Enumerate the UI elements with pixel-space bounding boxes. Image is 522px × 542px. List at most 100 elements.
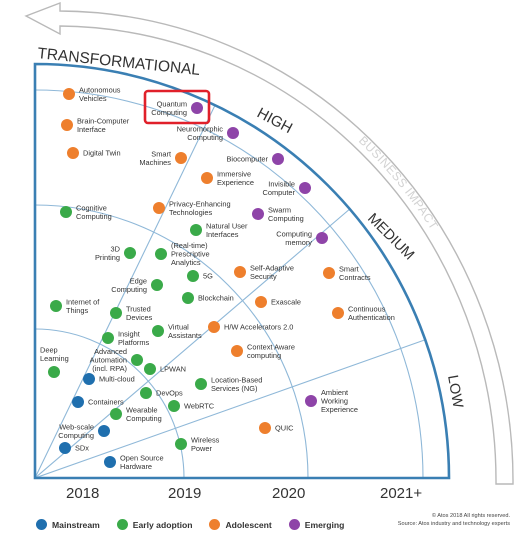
adolescent-dot-icon xyxy=(209,519,221,530)
tech-item-lpwan: LPWAN xyxy=(144,363,186,375)
legend-label: Emerging xyxy=(304,519,345,530)
early-adoption-dot xyxy=(155,248,167,260)
early-adoption-dot xyxy=(175,438,187,450)
tech-item-swarm-computing: Swarm Computing xyxy=(252,205,304,223)
early-adoption-dot xyxy=(152,325,164,337)
tech-item-ambient-working-experience: Ambient Working Experience xyxy=(305,388,358,414)
early-adoption-dot xyxy=(50,300,62,312)
tech-label: Smart Machines xyxy=(139,149,171,167)
grid-spoke xyxy=(35,67,234,478)
tech-label: Immersive Experience xyxy=(217,169,254,187)
tech-item-advanced-automation-incl-rpa: Advanced Automation (incl. RPA) xyxy=(90,347,143,373)
tech-label: Swarm Computing xyxy=(268,205,304,223)
tech-label: SDx xyxy=(75,444,89,453)
adolescent-dot xyxy=(153,202,165,214)
tech-label: Natural User Interfaces xyxy=(206,221,248,239)
tech-label: Virtual Assistants xyxy=(168,322,202,340)
tech-item-self-adaptive-security: Self-Adaptive Security xyxy=(234,263,294,281)
mainstream-dot xyxy=(72,396,84,408)
tech-item-cognitive-computing: Cognitive Computing xyxy=(60,203,112,221)
tech-label: Blockchain xyxy=(198,294,234,303)
legend-label: Adolescent xyxy=(225,519,272,530)
tech-label: WebRTC xyxy=(184,402,215,411)
early-adoption-dot xyxy=(131,354,143,366)
adolescent-dot xyxy=(231,345,243,357)
grid-spoke xyxy=(35,195,366,478)
early-adoption-dot xyxy=(151,279,163,291)
early-adoption-dot xyxy=(190,224,202,236)
tech-item-quic: QUIC xyxy=(259,422,294,434)
tech-item-context-aware-computing: Context Aware computing xyxy=(231,342,295,360)
adolescent-dot xyxy=(259,422,271,434)
tech-label: QUIC xyxy=(275,424,294,433)
tech-label: Multi-cloud xyxy=(99,375,135,384)
tech-item-exascale: Exascale xyxy=(255,296,301,308)
tech-item-location-based-services-ng: Location-Based Services (NG) xyxy=(195,375,262,393)
tech-item-blockchain: Blockchain xyxy=(182,292,234,304)
emerging-dot xyxy=(252,208,264,220)
tech-label: Digital Twin xyxy=(83,149,121,158)
emerging-dot xyxy=(305,395,317,407)
tech-item-internet-of-things: Internet of Things xyxy=(50,297,100,315)
adolescent-dot xyxy=(201,172,213,184)
tech-label: Ambient Working Experience xyxy=(321,388,358,414)
tech-label: Edge Computing xyxy=(111,276,147,294)
emerging-dot xyxy=(299,182,311,194)
tech-item-devops: DevOps xyxy=(140,387,183,399)
tech-item-wireless-power: Wireless Power xyxy=(175,435,220,453)
tech-label: Cognitive Computing xyxy=(76,203,112,221)
adolescent-dot xyxy=(67,147,79,159)
tech-item-open-source-hardware: Open Source Hardware xyxy=(104,453,164,471)
tech-label: Internet of Things xyxy=(66,297,100,315)
tech-item-webrtc: WebRTC xyxy=(168,400,215,412)
adolescent-dot xyxy=(61,119,73,131)
tech-label: Smart Contracts xyxy=(339,264,371,282)
adolescent-dot xyxy=(323,267,335,279)
emerging-dot-icon xyxy=(288,519,300,530)
tech-item-invisible-computer: Invisible Computer xyxy=(263,179,311,197)
adolescent-dot xyxy=(208,321,220,333)
year-label: 2019 xyxy=(168,485,201,502)
tech-label: Insight Platforms xyxy=(118,329,150,347)
tech-item-h-w-accelerators-2-0: H/W Accelerators 2.0 xyxy=(208,321,293,333)
tech-label: Invisible Computer xyxy=(263,179,296,197)
tech-label: Brain-Computer Interface xyxy=(77,116,130,134)
early-adoption-dot xyxy=(110,307,122,319)
adolescent-dot xyxy=(332,307,344,319)
grid-spoke xyxy=(35,336,434,478)
maturity-label-low: LOW xyxy=(444,374,466,410)
tech-label: LPWAN xyxy=(160,365,186,374)
legend-item-emerging: Emerging xyxy=(288,519,345,530)
early-adoption-dot xyxy=(110,408,122,420)
early-adoption-dot xyxy=(140,387,152,399)
tech-label: Privacy-Enhancing Technologies xyxy=(169,199,231,217)
radar-frame xyxy=(33,62,451,480)
emerging-dot xyxy=(316,232,328,244)
tech-label: (Real-time) Prescriptive Analytics xyxy=(171,241,210,267)
tech-item-virtual-assistants: Virtual Assistants xyxy=(152,322,202,340)
technology-items: Autonomous Vehicles Brain-Computer Interfac… xyxy=(40,85,395,471)
tech-label: Location-Based Services (NG) xyxy=(211,375,262,393)
early-adoption-dot-icon xyxy=(116,519,128,530)
mainstream-dot xyxy=(104,456,116,468)
tech-item-wearable-computing: Wearable Computing xyxy=(110,405,162,423)
tech-label: DevOps xyxy=(156,389,183,398)
tech-label: Advanced Automation (incl. RPA) xyxy=(90,347,127,373)
tech-item-autonomous-vehicles: Autonomous Vehicles xyxy=(63,85,121,103)
copyright-text: © Atos 2018 All rights reserved. xyxy=(431,513,510,519)
emerging-dot xyxy=(227,127,239,139)
tech-item-biocomputer: Biocomputer xyxy=(227,153,284,165)
legend-item-mainstream: Mainstream xyxy=(36,519,100,530)
tech-label: Neuromorphic Computing xyxy=(177,124,224,142)
mainstream-dot xyxy=(83,373,95,385)
adolescent-dot xyxy=(234,266,246,278)
adolescent-dot xyxy=(63,88,75,100)
tech-item-smart-machines: Smart Machines xyxy=(139,149,187,167)
tech-label: H/W Accelerators 2.0 xyxy=(224,323,293,332)
early-adoption-dot xyxy=(182,292,194,304)
tech-item-smart-contracts: Smart Contracts xyxy=(323,264,371,282)
legend: Mainstream Early adoption Adolescent Eme… xyxy=(36,519,361,530)
early-adoption-dot xyxy=(124,247,136,259)
footnote: © Atos 2018 All rights reserved. Source:… xyxy=(398,512,510,528)
legend-label: Mainstream xyxy=(52,519,100,530)
